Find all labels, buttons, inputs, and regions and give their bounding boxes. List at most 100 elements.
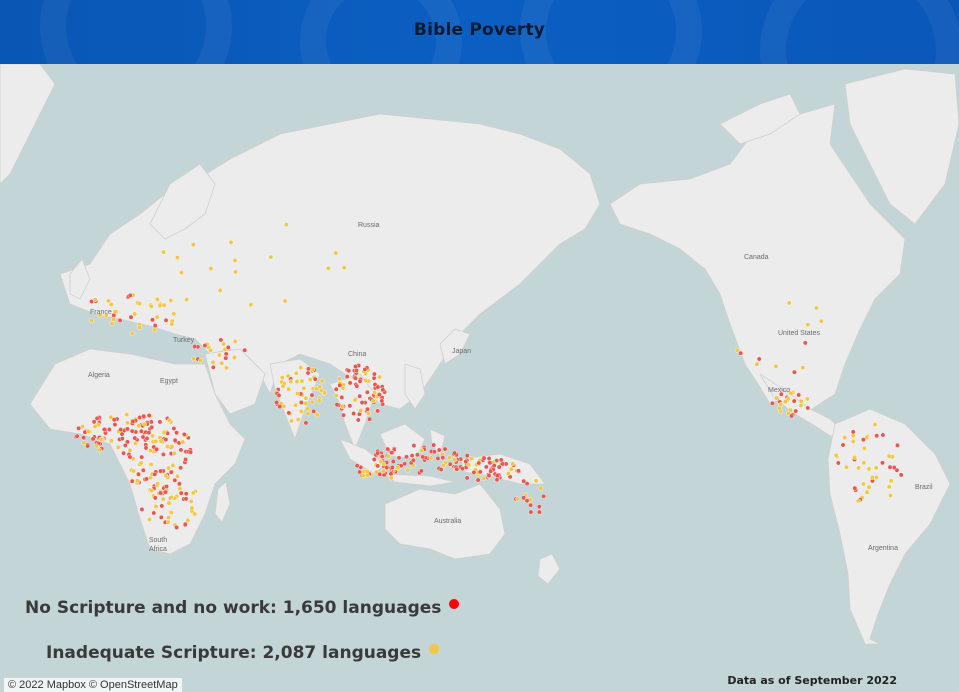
language-dot[interactable] [362, 366, 368, 372]
language-dot[interactable] [167, 417, 172, 423]
language-dot[interactable] [289, 418, 294, 424]
language-dot[interactable] [375, 450, 381, 456]
language-dot[interactable] [536, 504, 542, 510]
language-dot[interactable] [418, 468, 424, 474]
language-dot[interactable] [223, 355, 229, 361]
language-dot[interactable] [127, 292, 133, 298]
language-dot[interactable] [189, 505, 195, 511]
language-dot[interactable] [165, 444, 170, 449]
language-dot[interactable] [333, 386, 339, 392]
language-dot[interactable] [154, 296, 160, 302]
language-dot[interactable] [886, 484, 892, 490]
language-dot[interactable] [367, 416, 372, 422]
language-dot[interactable] [279, 375, 285, 380]
language-dot[interactable] [537, 509, 542, 515]
language-dot[interactable] [850, 439, 856, 444]
language-dot[interactable] [224, 365, 229, 371]
language-dot[interactable] [76, 425, 82, 431]
language-dot[interactable] [483, 464, 489, 470]
language-dot[interactable] [111, 417, 117, 423]
language-dot[interactable] [516, 468, 521, 474]
language-dot[interactable] [168, 469, 174, 475]
language-dot[interactable] [460, 466, 465, 472]
language-dot[interactable] [134, 478, 140, 484]
language-dot[interactable] [354, 463, 360, 469]
language-dot[interactable] [447, 455, 452, 461]
language-dot[interactable] [149, 424, 155, 430]
language-dot[interactable] [364, 389, 370, 395]
language-dot[interactable] [778, 391, 784, 397]
language-dot[interactable] [316, 398, 322, 404]
language-dot[interactable] [528, 509, 534, 515]
language-dot[interactable] [386, 454, 391, 459]
language-dot[interactable] [146, 430, 152, 435]
language-dot[interactable] [137, 325, 142, 330]
language-dot[interactable] [357, 378, 363, 384]
language-dot[interactable] [886, 453, 892, 459]
language-dot[interactable] [219, 360, 225, 366]
language-dot[interactable] [384, 465, 390, 470]
language-dot[interactable] [91, 419, 97, 425]
language-dot[interactable] [481, 476, 487, 481]
language-dot[interactable] [152, 471, 158, 477]
language-dot[interactable] [159, 503, 165, 509]
language-dot[interactable] [147, 517, 152, 522]
language-dot[interactable] [132, 311, 138, 317]
language-dot[interactable] [144, 436, 150, 441]
language-dot[interactable] [163, 437, 169, 442]
language-dot[interactable] [410, 457, 416, 463]
language-dot[interactable] [322, 390, 327, 396]
language-dot[interactable] [773, 363, 779, 369]
language-dot[interactable] [225, 344, 231, 350]
language-dot[interactable] [164, 484, 169, 489]
language-dot[interactable] [118, 427, 124, 432]
language-dot[interactable] [872, 422, 878, 427]
language-dot[interactable] [791, 398, 797, 404]
language-dot[interactable] [454, 466, 460, 472]
language-dot[interactable] [131, 468, 137, 474]
language-dot[interactable] [341, 265, 347, 271]
language-dot[interactable] [521, 478, 527, 484]
language-dot[interactable] [163, 489, 168, 495]
language-dot[interactable] [378, 459, 384, 464]
language-dot[interactable] [486, 456, 492, 461]
language-dot[interactable] [372, 390, 377, 395]
language-dot[interactable] [92, 423, 98, 429]
language-dot[interactable] [143, 476, 149, 482]
language-dot[interactable] [149, 488, 155, 493]
language-dot[interactable] [106, 298, 111, 304]
language-dot[interactable] [389, 450, 394, 456]
language-dot[interactable] [365, 406, 370, 412]
language-dot[interactable] [158, 514, 164, 520]
language-dot[interactable] [488, 468, 494, 474]
language-dot[interactable] [862, 445, 867, 451]
language-dot[interactable] [370, 398, 376, 404]
language-dot[interactable] [891, 465, 897, 470]
language-dot[interactable] [388, 471, 394, 477]
language-dot[interactable] [178, 465, 184, 471]
language-dot[interactable] [171, 426, 177, 431]
language-dot[interactable] [124, 412, 130, 417]
language-dot[interactable] [441, 463, 446, 468]
language-dot[interactable] [833, 452, 839, 458]
language-dot[interactable] [375, 384, 381, 390]
language-dot[interactable] [385, 446, 391, 452]
language-dot[interactable] [436, 447, 442, 453]
language-dot[interactable] [178, 490, 184, 496]
language-dot[interactable] [804, 396, 810, 402]
language-dot[interactable] [192, 511, 198, 517]
language-dot[interactable] [336, 376, 342, 382]
language-dot[interactable] [500, 461, 506, 467]
language-dot[interactable] [805, 322, 811, 328]
language-dot[interactable] [136, 423, 142, 429]
language-dot[interactable] [169, 444, 175, 449]
language-dot[interactable] [172, 477, 178, 483]
language-dot[interactable] [248, 302, 254, 308]
language-dot[interactable] [232, 338, 238, 344]
language-dot[interactable] [487, 460, 493, 466]
language-dot[interactable] [298, 408, 304, 414]
language-dot[interactable] [496, 464, 502, 470]
language-dot[interactable] [125, 426, 130, 432]
language-dot[interactable] [307, 377, 313, 382]
language-dot[interactable] [314, 412, 320, 418]
